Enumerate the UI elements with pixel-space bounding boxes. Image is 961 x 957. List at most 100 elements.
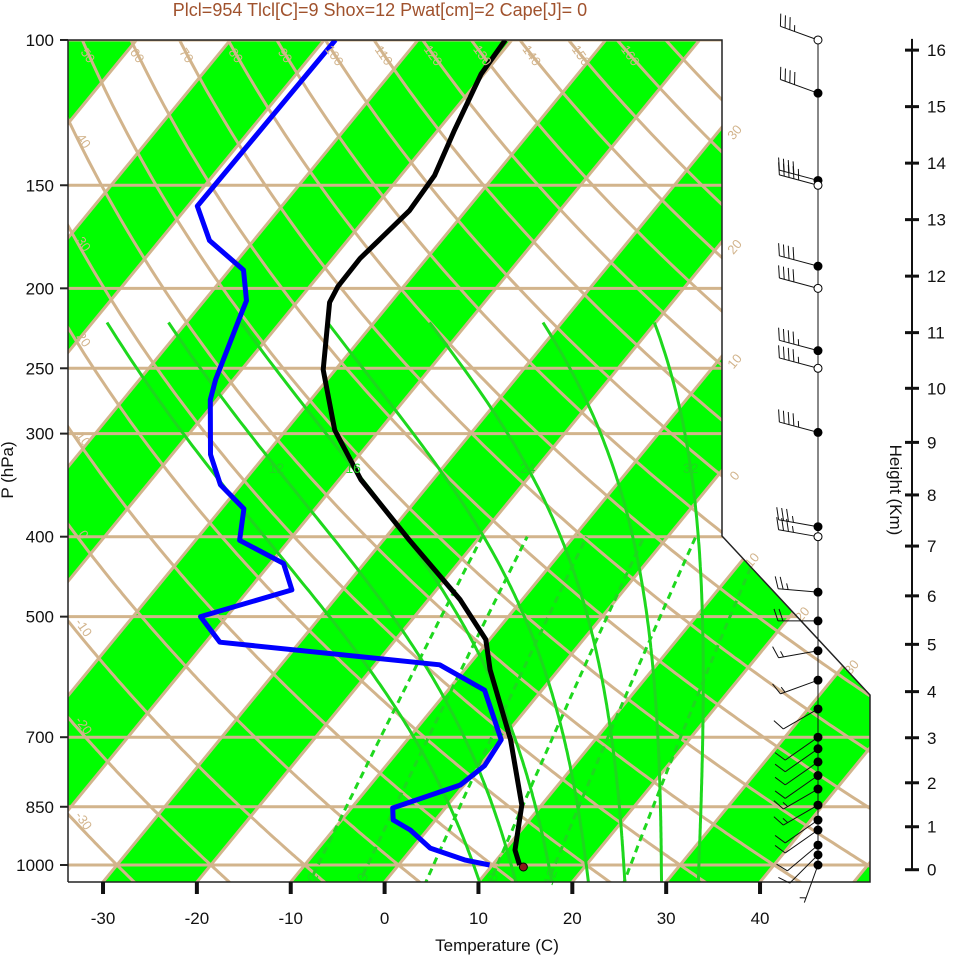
wind-level-marker xyxy=(813,800,823,810)
isotherm-line xyxy=(68,40,428,882)
height-axis-title: Height (Km) xyxy=(886,445,905,536)
dry-adiabat-label: 50 xyxy=(78,45,99,65)
wind-barb-full xyxy=(776,517,780,530)
wind-barb-staff xyxy=(784,761,819,786)
dry-adiabat-line xyxy=(68,40,330,882)
wind-level-marker xyxy=(813,180,823,190)
height-tick-label: 4 xyxy=(927,683,936,702)
height-tick-label: 7 xyxy=(927,537,936,556)
dry-adiabat-line xyxy=(168,40,870,882)
wind-barb-full xyxy=(781,508,785,521)
temperature-tick-label: 10 xyxy=(469,909,488,928)
temperature-tick-label: -10 xyxy=(278,909,303,928)
wind-barb-half xyxy=(786,583,789,590)
wind-barb xyxy=(774,732,823,761)
wind-barb-staff xyxy=(779,255,819,267)
wind-barb xyxy=(776,517,823,542)
wind-barb-full xyxy=(792,331,795,345)
wind-level-marker xyxy=(813,522,823,532)
isotherm-line xyxy=(68,40,709,882)
dry-adiabat-line xyxy=(68,40,140,882)
isotherm-label: 10 xyxy=(724,351,745,372)
wind-barb-full xyxy=(778,327,780,341)
y-axis-title: P (hPa) xyxy=(0,441,17,498)
wind-level-marker xyxy=(813,825,823,835)
wind-barb-full xyxy=(774,776,786,786)
wind-barb-staff xyxy=(787,844,819,872)
height-tick-label: 3 xyxy=(927,729,936,748)
sounding-profiles xyxy=(194,40,528,872)
wind-barb-staff xyxy=(784,736,819,761)
wind-barb-full xyxy=(774,763,786,773)
wind-barb-full xyxy=(792,349,795,362)
wind-level-marker xyxy=(813,646,823,656)
mixing-ratio-line xyxy=(306,536,484,882)
wind-barb xyxy=(772,646,823,659)
moist-adiabat-label: 12 xyxy=(269,460,285,476)
wind-barb-staff xyxy=(784,775,819,799)
mixing-ratio-lines xyxy=(306,536,766,882)
wind-barb-staff xyxy=(784,819,819,844)
wind-barb-full xyxy=(774,576,779,589)
moist-adiabat-line xyxy=(167,321,519,882)
wind-barb-staff xyxy=(783,788,819,810)
wind-barb-staff xyxy=(778,529,819,538)
wind-level-marker xyxy=(813,346,823,356)
wind-level-marker xyxy=(813,744,823,754)
wind-barb-half xyxy=(791,516,794,523)
chart-title: Plcl=954 Tlcl[C]=9 Shox=12 Pwat[cm]=2 Ca… xyxy=(173,0,587,20)
wind-barb-half xyxy=(791,526,794,533)
wind-level-marker xyxy=(813,840,823,850)
wind-level-marker xyxy=(813,815,823,825)
wind-barb-full xyxy=(787,411,790,425)
wind-level-marker xyxy=(813,850,823,860)
height-tick-label: 13 xyxy=(927,211,946,230)
wind-level-marker xyxy=(813,35,823,45)
wind-barb xyxy=(776,507,823,532)
wind-barb-full xyxy=(772,646,780,658)
wind-barb xyxy=(774,771,823,799)
wind-barb-full xyxy=(792,166,795,179)
mixing-ratio-line xyxy=(356,536,529,882)
wind-barb xyxy=(774,815,823,844)
dry-adiabat-label: 70 xyxy=(176,45,197,65)
dry-adiabat-label: 90 xyxy=(275,45,296,65)
dry-adiabat-line xyxy=(312,40,870,882)
wind-barb-full xyxy=(774,835,786,844)
wind-barb xyxy=(778,243,823,271)
wind-barb xyxy=(778,409,823,437)
wind-barb-full xyxy=(787,267,790,281)
wind-barb-full xyxy=(786,508,789,522)
wind-barb-full xyxy=(776,507,780,520)
pressure-tick-label: 700 xyxy=(26,728,54,747)
wind-barb-staff xyxy=(779,174,819,186)
wind-level-marker xyxy=(813,427,823,437)
wind-level-marker xyxy=(813,532,823,542)
height-tick-label: 0 xyxy=(927,861,936,880)
height-tick-label: 10 xyxy=(927,379,946,398)
wind-barb xyxy=(774,757,823,786)
wind-level-marker xyxy=(813,675,823,685)
temperature-tick-label: 0 xyxy=(380,909,389,928)
wind-barb-full xyxy=(773,800,784,810)
dry-adiabat-line xyxy=(68,40,808,882)
wind-level-marker xyxy=(813,88,823,98)
temperature-tick-label: -30 xyxy=(91,909,116,928)
wind-level-marker xyxy=(813,757,823,767)
wind-barb-staff xyxy=(780,79,819,94)
pressure-tick-label: 200 xyxy=(26,279,54,298)
wind-barb-staff xyxy=(780,25,819,41)
isotherm-line xyxy=(68,40,240,882)
dry-adiabat-line xyxy=(68,40,617,882)
height-tick-label: 14 xyxy=(927,154,946,173)
mixing-ratio-line xyxy=(621,536,766,882)
dry-adiabat-line xyxy=(68,40,426,882)
wind-barb-full xyxy=(787,164,790,178)
wind-level-marker xyxy=(813,771,823,781)
pressure-tick-label: 1000 xyxy=(16,856,54,875)
dry-adiabat-label: 40 xyxy=(73,131,94,151)
dry-adiabat-line xyxy=(68,40,521,882)
wind-barb-full xyxy=(787,347,790,361)
